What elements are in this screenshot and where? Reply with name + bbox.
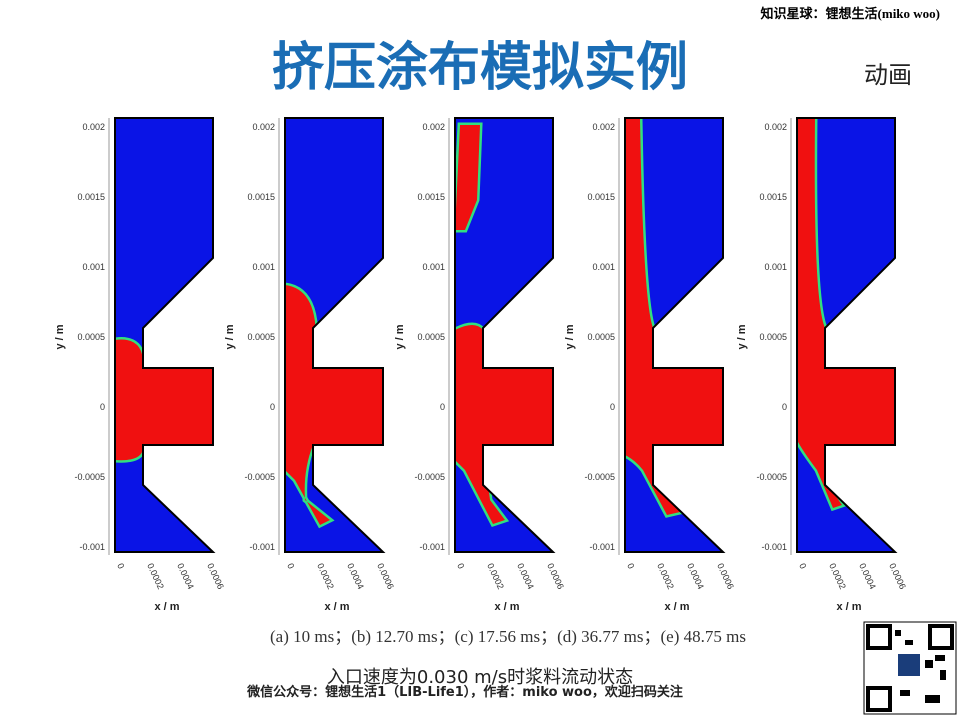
slurry-region xyxy=(455,125,553,524)
y-tick-label: 0.001 xyxy=(422,262,445,272)
y-tick-label: 0 xyxy=(610,402,615,412)
y-tick-label: 0 xyxy=(440,402,445,412)
x-tick-label: 0.0002 xyxy=(315,562,336,591)
y-tick-label: -0.0005 xyxy=(584,472,615,482)
y-tick-label: 0 xyxy=(270,402,275,412)
y-tick-label: -0.0005 xyxy=(756,472,787,482)
x-tick-label: 0.0006 xyxy=(205,562,226,591)
y-tick-label: -0.0005 xyxy=(244,472,275,482)
sim-panel: 0.002 0.0015 0.001 0.0005 0 -0.0005 -0.001 0 0.0… xyxy=(224,117,396,613)
footer: 微信公众号：锂想生活1（LIB-Life1），作者：miko woo，欢迎扫码关… xyxy=(246,684,683,700)
slurry-region xyxy=(285,285,383,525)
y-tick-label: 0.0015 xyxy=(77,192,105,202)
y-axis-label: y / m xyxy=(564,324,576,349)
x-tick-label: 0.0006 xyxy=(375,562,396,591)
y-tick-label: 0 xyxy=(782,402,787,412)
y-tick-label: 0.002 xyxy=(252,122,275,132)
y-tick-label: 0.0015 xyxy=(759,192,787,202)
y-tick-label: 0.0005 xyxy=(759,332,787,342)
y-tick-label: -0.0005 xyxy=(414,472,445,482)
y-tick-label: -0.001 xyxy=(79,542,105,552)
x-axis-label: x / m xyxy=(836,601,861,613)
domain-outline xyxy=(796,117,898,553)
x-axis-label: x / m xyxy=(494,601,519,613)
domain-outline xyxy=(624,117,726,553)
y-tick-label: 0.002 xyxy=(82,122,105,132)
domain xyxy=(115,118,213,552)
x-tick-label: 0.0004 xyxy=(685,562,706,591)
y-tick-label: 0 xyxy=(100,402,105,412)
y-tick-label: 0.0005 xyxy=(417,332,445,342)
x-axis-label: x / m xyxy=(324,601,349,613)
y-tick-label: 0.002 xyxy=(422,122,445,132)
y-axis-label: y / m xyxy=(394,324,406,349)
x-tick-label: 0.0002 xyxy=(655,562,676,591)
y-tick-label: 0.0005 xyxy=(587,332,615,342)
domain-outline xyxy=(284,117,386,553)
y-tick-label: 0.0015 xyxy=(247,192,275,202)
y-tick-label: 0.002 xyxy=(764,122,787,132)
sim-panel: 0.002 0.0015 0.001 0.0005 0 -0.0005 -0.001 0 0.0… xyxy=(394,117,566,613)
x-axis-label: x / m xyxy=(154,601,179,613)
x-tick-label: 0.0002 xyxy=(145,562,166,591)
x-tick-label: 0.0004 xyxy=(857,562,878,591)
subcaption: 入口速度为0.030 m/s时浆料流动状态 xyxy=(327,667,633,688)
sim-panel: 0.002 0.0015 0.001 0.0005 0 -0.0005 -0.001 0 0.0… xyxy=(736,117,908,613)
y-tick-label: 0.001 xyxy=(252,262,275,272)
y-tick-label: 0.0015 xyxy=(587,192,615,202)
y-tick-label: 0.001 xyxy=(82,262,105,272)
y-tick-label: -0.0005 xyxy=(74,472,105,482)
x-tick-label: 0.0006 xyxy=(715,562,736,591)
domain-outline xyxy=(114,117,216,553)
x-tick-label: 0 xyxy=(455,562,466,571)
domain-outline xyxy=(454,117,556,553)
x-axis-label: x / m xyxy=(664,601,689,613)
x-tick-label: 0.0006 xyxy=(887,562,908,591)
y-axis-label: y / m xyxy=(736,324,748,349)
slurry-region xyxy=(625,118,723,515)
y-tick-label: 0.001 xyxy=(592,262,615,272)
x-tick-label: 0 xyxy=(797,562,808,571)
x-tick-label: 0.0004 xyxy=(345,562,366,591)
y-tick-label: 0.002 xyxy=(592,122,615,132)
qr-code xyxy=(863,621,957,715)
y-tick-label: -0.001 xyxy=(589,542,615,552)
slurry-region xyxy=(115,339,213,461)
x-tick-label: 0 xyxy=(625,562,636,571)
slurry-region xyxy=(797,118,895,508)
x-tick-label: 0.0002 xyxy=(827,562,848,591)
caption: (a) 10 ms；(b) 12.70 ms；(c) 17.56 ms；(d) … xyxy=(270,627,746,646)
x-tick-label: 0 xyxy=(285,562,296,571)
sim-panel: 0.002 0.0015 0.001 0.0005 0 -0.0005 -0.001 0 0.0… xyxy=(54,117,226,613)
slurry xyxy=(285,282,383,529)
watermark: 知识星球：锂想生活(miko woo) xyxy=(761,6,940,21)
y-axis-label: y / m xyxy=(224,324,236,349)
y-axis-label: y / m xyxy=(54,324,66,349)
y-tick-label: 0.0015 xyxy=(417,192,445,202)
y-tick-label: 0.0005 xyxy=(77,332,105,342)
panels: 0.002 0.0015 0.001 0.0005 0 -0.0005 -0.001 0 0.0… xyxy=(54,117,908,613)
slurry xyxy=(115,337,213,463)
x-tick-label: 0 xyxy=(115,562,126,571)
y-tick-label: -0.001 xyxy=(761,542,787,552)
x-tick-label: 0.0002 xyxy=(485,562,506,591)
y-tick-label: -0.001 xyxy=(249,542,275,552)
x-tick-label: 0.0006 xyxy=(545,562,566,591)
x-tick-label: 0.0004 xyxy=(515,562,536,591)
slide-title: 挤压涂布模拟实例 xyxy=(272,38,688,98)
x-tick-label: 0.0004 xyxy=(175,562,196,591)
sim-panel: 0.002 0.0015 0.001 0.0005 0 -0.0005 -0.001 0 0.0… xyxy=(564,117,736,613)
y-tick-label: 0.0005 xyxy=(247,332,275,342)
tag: 动画 xyxy=(864,61,912,89)
y-tick-label: -0.001 xyxy=(419,542,445,552)
y-tick-label: 0.001 xyxy=(764,262,787,272)
